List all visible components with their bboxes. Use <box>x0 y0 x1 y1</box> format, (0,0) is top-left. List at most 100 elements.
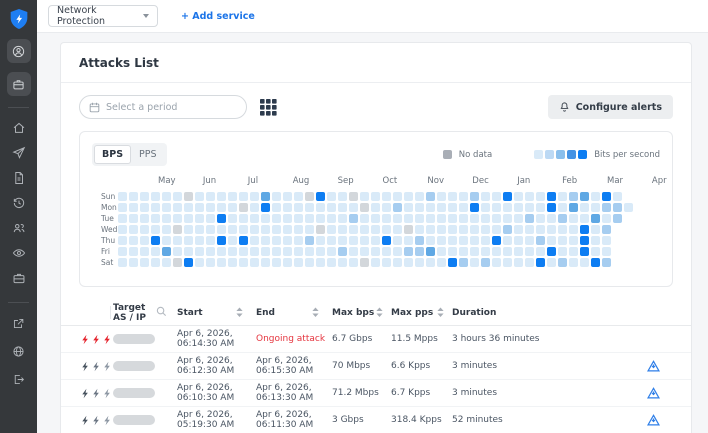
heatmap-cell[interactable] <box>547 247 556 256</box>
heatmap-cell[interactable] <box>503 203 512 212</box>
heatmap-cell[interactable] <box>162 214 171 223</box>
heatmap-cell[interactable] <box>151 192 160 201</box>
heatmap-cell[interactable] <box>327 258 336 267</box>
heatmap-cell[interactable] <box>349 247 358 256</box>
heatmap-cell[interactable] <box>118 236 127 245</box>
heatmap-cell[interactable] <box>536 225 545 234</box>
heatmap-cell[interactable] <box>371 247 380 256</box>
heatmap-cell[interactable] <box>602 247 611 256</box>
heatmap-cell[interactable] <box>338 214 347 223</box>
heatmap-cell[interactable] <box>448 236 457 245</box>
heatmap-cell[interactable] <box>459 247 468 256</box>
heatmap-cell[interactable] <box>360 192 369 201</box>
heatmap-cell[interactable] <box>184 214 193 223</box>
heatmap-cell[interactable] <box>195 236 204 245</box>
heatmap-cell[interactable] <box>118 192 127 201</box>
heatmap-cell[interactable] <box>404 214 413 223</box>
heatmap-cell[interactable] <box>426 258 435 267</box>
heatmap-cell[interactable] <box>118 225 127 234</box>
account-button[interactable] <box>6 39 31 63</box>
heatmap-cell[interactable] <box>283 203 292 212</box>
heatmap-cell[interactable] <box>228 258 237 267</box>
service-selector[interactable]: Network Protection <box>48 5 158 27</box>
heatmap-cell[interactable] <box>514 247 523 256</box>
heatmap-cell[interactable] <box>239 258 248 267</box>
heatmap-cell[interactable] <box>294 236 303 245</box>
heatmap-cell[interactable] <box>360 225 369 234</box>
heatmap-cell[interactable] <box>283 258 292 267</box>
heatmap-cell[interactable] <box>294 192 303 201</box>
heatmap-cell[interactable] <box>140 192 149 201</box>
heatmap-cell[interactable] <box>360 258 369 267</box>
heatmap-cell[interactable] <box>173 225 182 234</box>
heatmap-cell[interactable] <box>558 258 567 267</box>
heatmap-cell[interactable] <box>305 225 314 234</box>
heatmap-cell[interactable] <box>140 214 149 223</box>
heatmap-cell[interactable] <box>415 247 424 256</box>
heatmap-cell[interactable] <box>492 258 501 267</box>
heatmap-cell[interactable] <box>470 203 479 212</box>
heatmap-cell[interactable] <box>393 258 402 267</box>
heatmap-cell[interactable] <box>360 203 369 212</box>
heatmap-cell[interactable] <box>217 247 226 256</box>
heatmap-cell[interactable] <box>448 203 457 212</box>
heatmap-cell[interactable] <box>404 225 413 234</box>
heatmap-cell[interactable] <box>481 236 490 245</box>
heatmap-cell[interactable] <box>514 214 523 223</box>
heatmap-cell[interactable] <box>294 247 303 256</box>
heatmap-cell[interactable] <box>305 192 314 201</box>
heatmap-cell[interactable] <box>525 247 534 256</box>
heatmap-cell[interactable] <box>261 225 270 234</box>
heatmap-cell[interactable] <box>492 236 501 245</box>
heatmap-cell[interactable] <box>305 214 314 223</box>
heatmap-cell[interactable] <box>492 225 501 234</box>
heatmap-cell[interactable] <box>371 225 380 234</box>
heatmap-cell[interactable] <box>349 192 358 201</box>
heatmap-cell[interactable] <box>140 225 149 234</box>
heatmap-cell[interactable] <box>217 258 226 267</box>
heatmap-cell[interactable] <box>536 247 545 256</box>
heatmap-cell[interactable] <box>426 225 435 234</box>
heatmap-cell[interactable] <box>327 192 336 201</box>
heatmap-cell[interactable] <box>118 203 127 212</box>
sort-icon-max-bps[interactable] <box>376 307 383 318</box>
heatmap-cell[interactable] <box>173 192 182 201</box>
heatmap-cell[interactable] <box>162 203 171 212</box>
heatmap-cell[interactable] <box>591 247 600 256</box>
heatmap-cell[interactable] <box>272 236 281 245</box>
heatmap-cell[interactable] <box>283 225 292 234</box>
heatmap-cell[interactable] <box>624 203 633 212</box>
heatmap-cell[interactable] <box>437 236 446 245</box>
heatmap-cell[interactable] <box>151 247 160 256</box>
heatmap-cell[interactable] <box>239 203 248 212</box>
heatmap-cell[interactable] <box>536 203 545 212</box>
heatmap-cell[interactable] <box>426 192 435 201</box>
heatmap-cell[interactable] <box>580 258 589 267</box>
heatmap-cell[interactable] <box>514 258 523 267</box>
heatmap-cell[interactable] <box>503 225 512 234</box>
heatmap-cell[interactable] <box>569 247 578 256</box>
heatmap-cell[interactable] <box>129 236 138 245</box>
heatmap-cell[interactable] <box>261 247 270 256</box>
attack-row[interactable]: Apr 6, 2026, 06:10:30 AM Apr 6, 2026, 06:… <box>61 380 691 407</box>
heatmap-cell[interactable] <box>492 214 501 223</box>
heatmap-cell[interactable] <box>459 192 468 201</box>
heatmap-cell[interactable] <box>514 203 523 212</box>
heatmap-cell[interactable] <box>206 192 215 201</box>
heatmap-cell[interactable] <box>404 258 413 267</box>
heatmap-cell[interactable] <box>547 225 556 234</box>
heatmap-cell[interactable] <box>558 203 567 212</box>
heatmap-cell[interactable] <box>261 236 270 245</box>
heatmap-cell[interactable] <box>283 247 292 256</box>
heatmap-cell[interactable] <box>272 214 281 223</box>
heatmap-cell[interactable] <box>514 236 523 245</box>
heatmap-cell[interactable] <box>613 214 622 223</box>
heatmap-cell[interactable] <box>404 192 413 201</box>
heatmap-cell[interactable] <box>602 214 611 223</box>
heatmap-cell[interactable] <box>459 225 468 234</box>
heatmap-cell[interactable] <box>283 192 292 201</box>
heatmap-cell[interactable] <box>558 236 567 245</box>
heatmap-cell[interactable] <box>569 203 578 212</box>
heatmap-cell[interactable] <box>580 225 589 234</box>
heatmap-cell[interactable] <box>437 225 446 234</box>
